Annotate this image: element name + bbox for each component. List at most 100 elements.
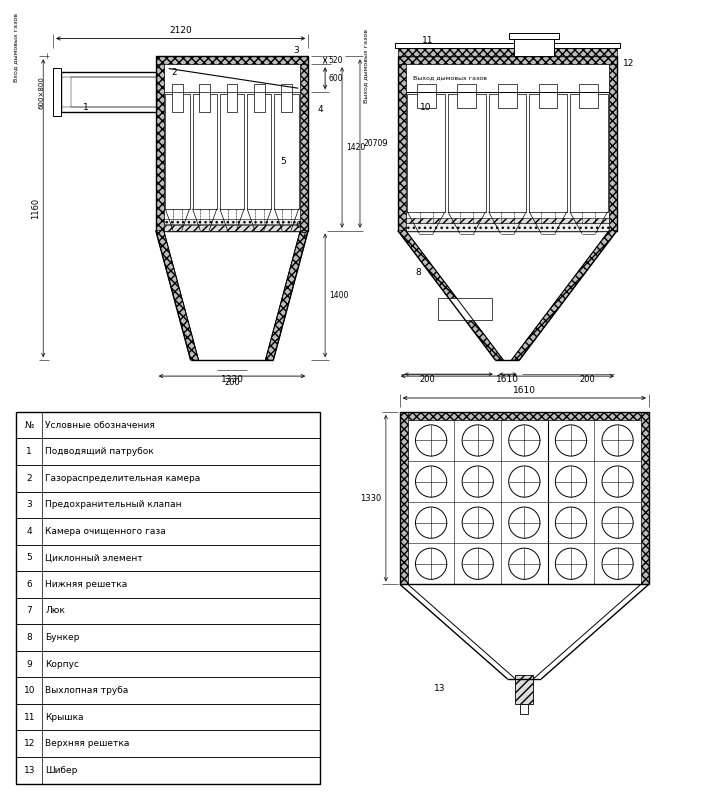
Bar bbox=[398, 64, 406, 230]
Bar bbox=[514, 37, 553, 56]
Text: 1330: 1330 bbox=[359, 494, 381, 502]
Text: 12: 12 bbox=[24, 739, 35, 748]
Bar bbox=[172, 84, 183, 112]
Bar bbox=[53, 68, 61, 116]
Bar bbox=[416, 84, 436, 108]
Text: Люк: Люк bbox=[45, 606, 65, 615]
Bar bbox=[515, 675, 533, 704]
Bar bbox=[400, 412, 408, 584]
Text: 11: 11 bbox=[24, 713, 35, 722]
Text: Газораспределительная камера: Газораспределительная камера bbox=[45, 474, 200, 483]
Bar bbox=[520, 704, 528, 714]
Bar bbox=[400, 412, 649, 584]
Bar bbox=[488, 94, 526, 212]
Text: Выход дымовых газов: Выход дымовых газов bbox=[413, 76, 487, 81]
Text: 5: 5 bbox=[280, 157, 286, 166]
Bar bbox=[407, 94, 445, 212]
Text: Циклонный элемент: Циклонный элемент bbox=[45, 554, 143, 562]
Bar bbox=[498, 84, 517, 108]
Bar bbox=[155, 56, 308, 64]
Bar bbox=[199, 84, 210, 112]
Bar bbox=[254, 84, 265, 112]
Text: 2: 2 bbox=[26, 474, 32, 483]
Text: Предохранительный клапан: Предохранительный клапан bbox=[45, 500, 182, 510]
Text: Выход дымовых газов: Выход дымовых газов bbox=[363, 30, 368, 103]
Text: 8: 8 bbox=[26, 633, 32, 642]
Text: 200: 200 bbox=[224, 378, 240, 386]
Text: 200: 200 bbox=[579, 375, 595, 384]
Text: 200: 200 bbox=[420, 375, 436, 384]
Text: 10: 10 bbox=[420, 103, 431, 112]
Text: 2120: 2120 bbox=[169, 26, 192, 35]
Bar bbox=[438, 298, 493, 320]
Bar bbox=[400, 412, 649, 420]
Polygon shape bbox=[265, 230, 308, 360]
Bar bbox=[165, 94, 190, 209]
Bar bbox=[609, 64, 617, 230]
Text: 600: 600 bbox=[328, 74, 343, 82]
Text: 3: 3 bbox=[26, 500, 32, 510]
Bar bbox=[398, 48, 617, 56]
Text: 1330: 1330 bbox=[220, 375, 243, 384]
Bar bbox=[61, 72, 155, 112]
Text: Шибер: Шибер bbox=[45, 766, 78, 774]
Bar bbox=[155, 64, 164, 230]
Text: 10: 10 bbox=[24, 686, 35, 695]
Bar bbox=[457, 84, 476, 108]
Bar bbox=[406, 218, 609, 222]
Polygon shape bbox=[511, 230, 617, 360]
Bar bbox=[227, 84, 237, 112]
Text: 7: 7 bbox=[26, 606, 32, 615]
Bar bbox=[579, 84, 598, 108]
Text: 1610: 1610 bbox=[513, 386, 536, 395]
Text: Вход дымовых газов: Вход дымовых газов bbox=[14, 13, 19, 82]
Text: Бункер: Бункер bbox=[45, 633, 80, 642]
Text: 1160: 1160 bbox=[31, 198, 40, 219]
Bar bbox=[220, 94, 244, 209]
Polygon shape bbox=[398, 230, 503, 360]
Text: Выхлопная труба: Выхлопная труба bbox=[45, 686, 128, 695]
Text: Условные обозначения: Условные обозначения bbox=[45, 421, 155, 430]
Text: 13: 13 bbox=[434, 684, 446, 693]
Text: 9: 9 bbox=[381, 139, 386, 148]
Bar bbox=[406, 222, 609, 230]
Text: 9: 9 bbox=[26, 659, 32, 669]
Bar bbox=[395, 43, 620, 48]
Bar bbox=[529, 94, 567, 212]
Text: 8: 8 bbox=[415, 269, 421, 278]
Bar bbox=[164, 218, 300, 224]
Bar bbox=[398, 56, 617, 230]
Bar bbox=[275, 94, 299, 209]
Bar bbox=[16, 412, 320, 783]
Text: 600×800: 600×800 bbox=[39, 76, 44, 109]
Text: 2: 2 bbox=[171, 69, 177, 78]
Bar bbox=[538, 84, 558, 108]
Bar bbox=[193, 94, 217, 209]
Text: 4: 4 bbox=[26, 527, 32, 536]
Text: 2070: 2070 bbox=[364, 139, 384, 148]
Text: №: № bbox=[24, 421, 34, 430]
Bar bbox=[300, 64, 308, 230]
Text: 1400: 1400 bbox=[329, 291, 349, 300]
Bar bbox=[164, 225, 300, 230]
Bar bbox=[641, 412, 649, 584]
Text: 12: 12 bbox=[623, 59, 635, 68]
Text: Верхняя решетка: Верхняя решетка bbox=[45, 739, 130, 748]
Bar bbox=[71, 78, 155, 107]
Bar bbox=[570, 94, 607, 212]
Text: 7: 7 bbox=[300, 232, 306, 241]
Text: 520: 520 bbox=[328, 56, 343, 65]
Text: 13: 13 bbox=[24, 766, 35, 774]
Text: 6: 6 bbox=[295, 221, 301, 230]
Text: Камера очищенного газа: Камера очищенного газа bbox=[45, 527, 166, 536]
Text: 4: 4 bbox=[317, 105, 323, 114]
Text: 1: 1 bbox=[26, 447, 32, 456]
Text: 1610: 1610 bbox=[496, 375, 519, 384]
Bar bbox=[155, 56, 308, 230]
Text: 6: 6 bbox=[26, 580, 32, 589]
Text: Подводящий патрубок: Подводящий патрубок bbox=[45, 447, 154, 456]
Text: 3: 3 bbox=[293, 46, 299, 55]
Text: 1: 1 bbox=[83, 102, 89, 112]
Bar bbox=[247, 94, 272, 209]
Text: 11: 11 bbox=[422, 36, 434, 46]
